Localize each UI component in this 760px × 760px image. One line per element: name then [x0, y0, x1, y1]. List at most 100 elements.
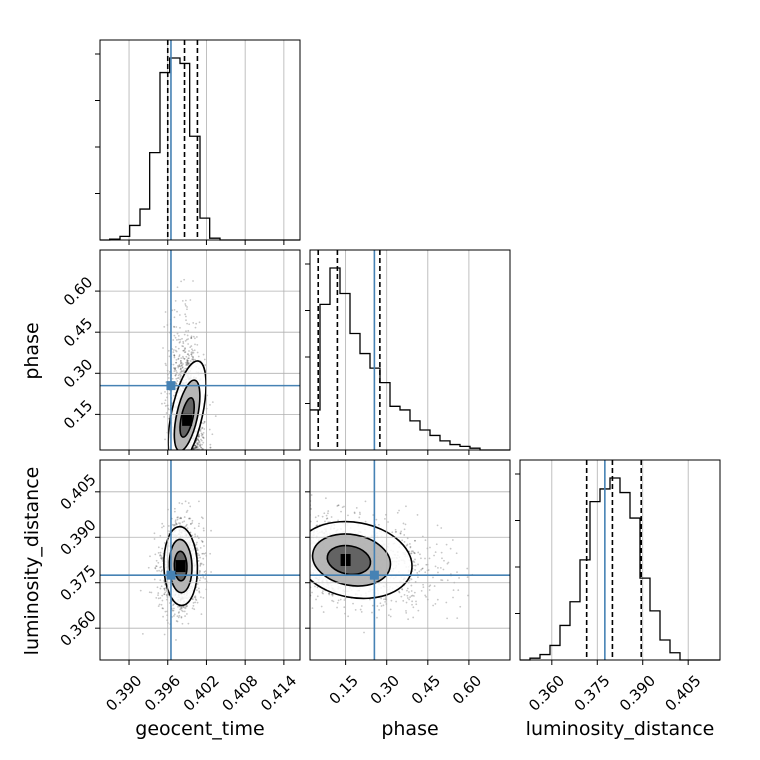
sample-point [195, 472, 197, 474]
sample-point [200, 483, 202, 485]
sample-point [199, 443, 202, 446]
sample-point [195, 452, 197, 454]
sample-point [185, 364, 188, 367]
sample-point [177, 334, 180, 337]
sample-point [163, 415, 166, 418]
sample-point [197, 473, 199, 475]
sample-point [336, 601, 339, 604]
sample-point [412, 551, 415, 554]
sample-point [400, 530, 403, 533]
sample-point [180, 517, 182, 520]
sample-point [330, 516, 333, 518]
sample-point [405, 544, 408, 547]
sample-point [202, 353, 205, 356]
sample-point [186, 322, 189, 325]
sample-point [523, 611, 525, 613]
sample-point [355, 506, 358, 509]
sample-point [185, 315, 187, 318]
sample-point [307, 573, 309, 575]
sample-point [375, 518, 378, 521]
sample-point [162, 607, 164, 610]
sample-point [399, 532, 402, 535]
sample-point [189, 463, 191, 465]
sample-point [408, 579, 411, 582]
sample-point [307, 553, 309, 555]
sample-point [164, 438, 166, 441]
sample-point [440, 551, 443, 554]
sample-point [190, 337, 193, 340]
density-layer [139, 278, 525, 641]
sample-point [181, 452, 183, 454]
sample-point [179, 365, 182, 368]
sample-point [466, 576, 469, 579]
sample-point [163, 402, 166, 405]
y-tick-label: 0.60 [60, 273, 96, 309]
sample-point [307, 549, 309, 551]
sample-point [310, 508, 313, 510]
sample-point [180, 607, 183, 610]
sample-point [184, 351, 187, 353]
sample-point [177, 374, 180, 377]
sample-point [195, 452, 197, 454]
sample-point [160, 570, 163, 573]
sample-point [353, 512, 356, 515]
sample-point [185, 452, 187, 454]
sample-point [183, 351, 186, 354]
sample-point [209, 446, 212, 449]
truth-marker [369, 570, 379, 580]
sample-point [161, 569, 163, 572]
sample-point [194, 452, 196, 454]
sample-point [337, 519, 339, 522]
sample-point [302, 546, 304, 548]
panel-frame [309, 249, 511, 451]
sample-point [341, 506, 344, 509]
sample-point [378, 608, 380, 611]
sample-point [380, 597, 382, 600]
sample-point [400, 595, 403, 598]
sample-point [200, 539, 203, 542]
sample-point [196, 541, 198, 544]
sample-point [440, 579, 442, 581]
sample-point [457, 589, 460, 592]
sample-point [292, 518, 294, 520]
sample-point [178, 363, 181, 366]
x-tick-label: 0.414 [257, 672, 300, 715]
sample-point [199, 451, 201, 453]
sample-point [412, 560, 415, 563]
sample-point [295, 531, 297, 533]
sample-point [467, 594, 469, 597]
sample-point [176, 310, 178, 313]
sample-point [195, 481, 197, 483]
sample-point [203, 545, 205, 547]
sample-point [194, 343, 196, 346]
sample-point [181, 453, 183, 455]
sample-point [419, 553, 421, 556]
sample-point [412, 616, 415, 619]
sample-point [179, 375, 182, 378]
sample-point [304, 549, 306, 551]
sample-point [189, 360, 192, 362]
sample-point [191, 501, 193, 503]
sample-point [325, 517, 328, 520]
sample-point [435, 543, 438, 546]
sample-point [398, 591, 401, 594]
sample-point [154, 567, 157, 570]
sample-point [384, 600, 387, 603]
sample-point [337, 504, 340, 507]
sample-point [139, 589, 142, 592]
sample-point [417, 563, 419, 566]
sample-point [202, 493, 204, 495]
sample-point [304, 556, 306, 558]
sample-point [410, 584, 413, 587]
sample-point [408, 598, 411, 601]
sample-point [157, 597, 160, 600]
sample-point [294, 547, 296, 549]
sample-point [163, 587, 166, 590]
sample-point [190, 455, 192, 457]
histogram-phase [310, 267, 510, 451]
sample-point [184, 500, 187, 503]
histogram-geocent_time [100, 57, 300, 241]
sample-point [173, 349, 175, 351]
sample-point [161, 558, 164, 560]
sample-point [429, 584, 432, 587]
